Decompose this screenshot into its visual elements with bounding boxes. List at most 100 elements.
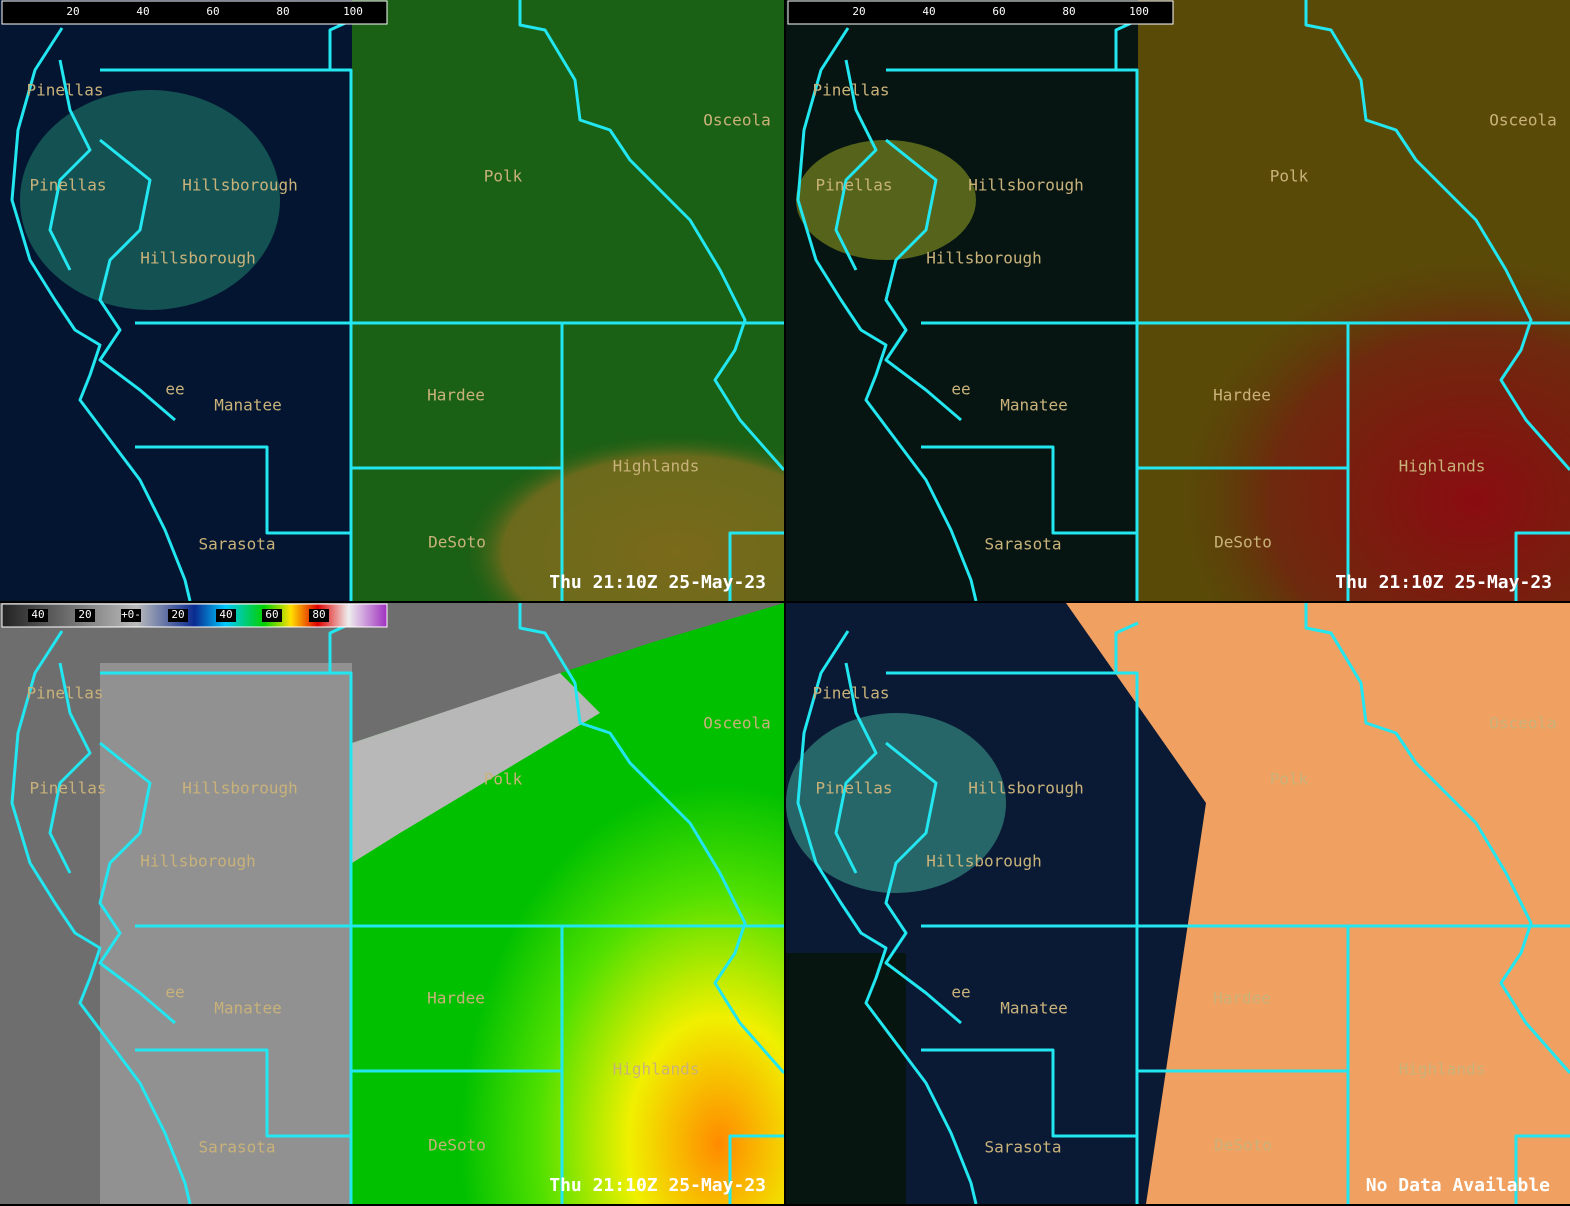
county-label: Manatee [1000,396,1067,415]
county-label: Pinellas [26,81,103,100]
county-label: Hardee [1213,989,1271,1008]
county-boundary [518,603,784,1074]
county-label: Sarasota [984,1138,1061,1157]
colorbar [787,0,1174,25]
county-boundary [921,1048,1137,1138]
colorbar-tick-label: 40 [31,608,44,621]
county-label: Hillsborough [926,249,1042,268]
county-label: Hardee [427,386,485,405]
county-boundary [98,138,176,422]
county-boundary [886,68,1139,601]
bg [352,360,784,601]
colorbar-tick-box [309,609,329,622]
status-message: No Data Available [1366,1175,1550,1196]
colorbar-tick-label: 80 [276,5,289,18]
county-label: Pinellas [26,684,103,703]
county-label: Highlands [1399,1060,1486,1079]
county-label: Hillsborough [182,176,298,195]
county-label: Manatee [1000,999,1067,1018]
colorbar [1,603,388,628]
county-boundary [834,59,878,271]
county-label: Hardee [427,989,485,1008]
county-label: Osceola [1489,714,1556,733]
bg [20,90,280,310]
county-label: Osceola [703,111,770,130]
county-label: Pinellas [815,176,892,195]
bg [352,673,600,863]
county-boundary [1304,603,1570,1074]
county-label: Polk [484,770,523,789]
county-label: Sarasota [198,535,275,554]
county-boundary [884,741,962,1025]
county-label: Pinellas [815,779,892,798]
timestamp: Thu 21:10Z 25-May-23 [1335,572,1552,593]
county-label: DeSoto [1214,533,1272,552]
county-boundary [10,27,192,601]
county-label: Hillsborough [926,852,1042,871]
county-label: ee [165,380,184,399]
colorbar-tick-label: 80 [1062,5,1075,18]
county-label: Hillsborough [140,852,256,871]
county-label: Highlands [1399,457,1486,476]
colorbar-tick-box [75,609,95,622]
county-label: Highlands [613,1060,700,1079]
colorbar-tick-label: 60 [206,5,219,18]
map-panel: Pinellas Pinellas Hillsborough Hillsborough… [786,0,1570,601]
county-boundary [518,0,784,471]
county-label: Osceola [1489,111,1556,130]
panel-content: Pinellas Pinellas Hillsborough Hillsborough… [0,0,784,601]
panel-content: Pinellas Pinellas Hillsborough Hillsborough… [0,603,784,1204]
county-label: Hillsborough [182,779,298,798]
county-label: ee [951,380,970,399]
panel-content: Pinellas Pinellas Hillsborough Hillsborough… [786,0,1570,601]
map-panel: Pinellas Pinellas Hillsborough Hillsborough… [786,603,1570,1204]
county-boundary [135,1048,351,1138]
county-boundary [10,630,192,1204]
colorbar-tick-label: 60 [265,608,278,621]
county-boundary [796,27,978,601]
county-boundary [1514,1134,1570,1204]
county-label: DeSoto [1214,1136,1272,1155]
colorbar-tick-label: 100 [1129,5,1149,18]
county-label: Osceola [703,714,770,733]
county-boundary [135,445,351,535]
colorbar-tick-box [168,609,188,622]
county-boundary [98,741,176,1025]
colorbar-tick-label: +0- [121,608,141,621]
county-label: Sarasota [984,535,1061,554]
county-label: Pinellas [812,684,889,703]
county-label: Pinellas [812,81,889,100]
county-label: ee [951,983,970,1002]
colorbar-tick-label: 100 [343,5,363,18]
county-boundary [48,59,92,271]
bg [786,0,1138,601]
county-label: Highlands [613,457,700,476]
colorbar-tick-label: 80 [312,608,325,621]
county-boundary [728,531,784,601]
county-label: Pinellas [29,779,106,798]
county-label: Sarasota [198,1138,275,1157]
county-label: Manatee [214,999,281,1018]
map-panel: Pinellas Pinellas Hillsborough Hillsborough… [0,603,784,1204]
county-label: DeSoto [428,1136,486,1155]
colorbar-tick-box [216,609,236,622]
colorbar-tick-label: 40 [922,5,935,18]
county-label: Polk [484,167,523,186]
bg [786,953,906,1204]
county-boundary [100,671,353,1204]
county-boundary [1304,0,1570,471]
county-boundary [48,662,92,874]
colorbar-tick-label: 20 [66,5,79,18]
panel-content: Pinellas Pinellas Hillsborough Hillsborough… [786,603,1570,1204]
county-label: Polk [1270,167,1309,186]
colorbar [1,0,388,25]
bg [100,663,352,1204]
bg [786,713,1006,893]
colorbar-tick-label: 20 [78,608,91,621]
colorbar-tick-box [262,609,282,622]
county-boundary [1114,621,1139,673]
county-label: Hardee [1213,386,1271,405]
colorbar-tick-label: 40 [136,5,149,18]
county-label: Hillsborough [968,779,1084,798]
county-boundary [728,1134,784,1204]
